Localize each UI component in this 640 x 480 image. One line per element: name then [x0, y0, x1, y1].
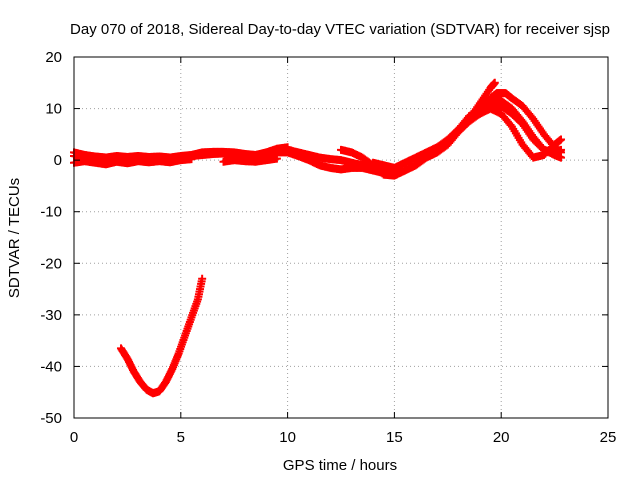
series-arc-4: [219, 154, 281, 166]
axis-ticks: 0 5 10 15 20 25 -50 -40 -30 -20 -10 0 10 20: [40, 49, 616, 446]
x-tick-label: 20: [493, 429, 510, 446]
series-arc-8: [369, 78, 499, 172]
chart-title: Day 070 of 2018, Sidereal Day-to-day VTE…: [70, 21, 610, 38]
x-tick-label: 15: [386, 429, 403, 446]
data-point: [490, 78, 499, 87]
data-markers: [70, 78, 566, 398]
series-arc-3: [70, 155, 196, 169]
x-tick-label: 25: [600, 429, 617, 446]
data-point: [198, 274, 207, 283]
y-tick-label: 0: [54, 152, 62, 169]
data-point: [557, 135, 566, 144]
series-arc-11: [475, 101, 566, 162]
y-tick-label: -30: [40, 307, 62, 324]
y-axis-label: SDTVAR / TECUs: [6, 178, 23, 298]
plot-frame: [73, 56, 609, 419]
y-tick-label: 20: [45, 49, 62, 66]
y-tick-label: 10: [45, 101, 62, 118]
series-arc-12: [116, 274, 207, 398]
x-axis-label: GPS time / hours: [283, 457, 397, 474]
y-tick-label: -50: [40, 410, 62, 427]
x-tick-label: 10: [279, 429, 296, 446]
y-tick-label: -40: [40, 358, 62, 375]
y-tick-label: -20: [40, 255, 62, 272]
data-point: [557, 153, 566, 162]
data-point: [187, 155, 196, 164]
y-tick-label: -10: [40, 204, 62, 221]
x-tick-label: 0: [70, 429, 78, 446]
x-tick-label: 5: [177, 429, 185, 446]
